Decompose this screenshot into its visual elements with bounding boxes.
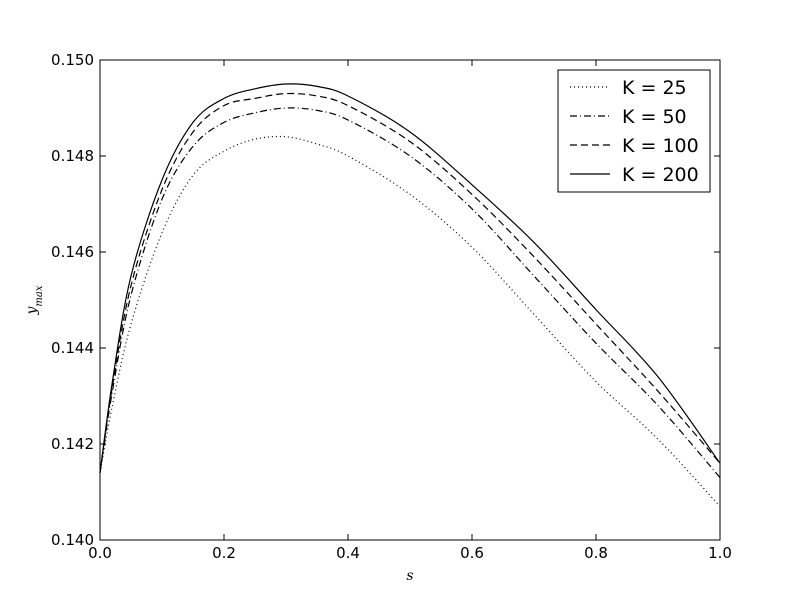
x-tick-label: 0.2 [212,544,236,562]
plot-area [99,83,721,507]
y-tick-label: 0.146 [51,243,94,261]
y-tick-label: 0.140 [51,531,94,549]
y-axis-label-main: y [24,306,40,316]
y-tick-label: 0.148 [51,147,94,165]
legend-label-2: K = 50 [622,106,687,128]
y-tick-label: 0.150 [51,51,94,69]
y-axis-label-subscript: max [34,285,45,306]
x-tick-label: 1.0 [708,544,732,562]
x-tick-label: 0.6 [460,544,484,562]
series-line-3 [99,92,721,473]
series-line-2 [99,107,721,478]
legend: K = 25 K = 50 K = 100 K = 200 [557,69,711,193]
x-tick-label: 0.4 [336,544,360,562]
y-axis-label: ymax [24,285,45,315]
legend-box [557,69,711,193]
series-line-4 [99,83,721,473]
legend-label-3: K = 100 [622,135,699,157]
legend-label-1: K = 25 [622,77,687,99]
legend-label-4: K = 200 [622,164,699,186]
x-tick-label: 0.0 [88,544,112,562]
axis-ticks: 0.0 0.2 0.4 0.6 0.8 1.0 0.140 0.142 0.144 0.146 0.… [51,51,732,562]
y-tick-label: 0.144 [51,339,94,357]
y-tick-label: 0.142 [51,435,94,453]
x-axis-label: s [406,568,413,584]
x-tick-label: 0.8 [584,544,608,562]
axes-frame [99,59,721,541]
